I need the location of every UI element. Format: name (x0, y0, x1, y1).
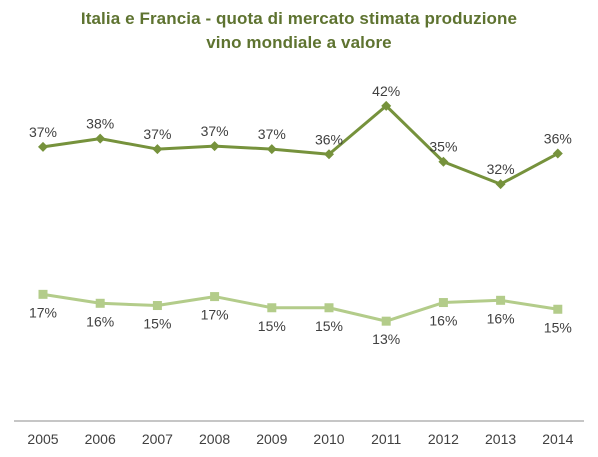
data-point-marker (38, 141, 48, 152)
data-point-marker (381, 100, 392, 111)
data-point-marker (553, 304, 563, 314)
data-point-marker (381, 316, 391, 326)
x-tick-label: 2008 (199, 431, 230, 447)
x-tick-label: 2012 (428, 431, 459, 447)
x-tick-label: 2006 (85, 431, 116, 447)
data-point-marker (495, 179, 506, 190)
data-point-marker (152, 144, 163, 155)
x-tick-label: 2010 (313, 431, 344, 447)
chart-title-line-1: Italia e Francia - quota di mercato stim… (80, 9, 518, 28)
data-label: 17% (201, 307, 229, 323)
data-label: 15% (258, 318, 286, 334)
data-label: 36% (544, 131, 572, 147)
data-label: 42% (372, 83, 400, 99)
data-label: 15% (315, 318, 343, 334)
data-point-marker (95, 133, 106, 144)
data-label: 35% (429, 139, 457, 155)
data-label: 13% (372, 331, 400, 347)
data-label: 37% (201, 123, 229, 139)
chart-title-line-2: vino mondiale a valore (206, 33, 392, 52)
series-line-2 (42, 292, 559, 323)
x-tick-label: 2009 (256, 431, 287, 447)
data-point-marker (38, 289, 48, 299)
data-label: 16% (487, 310, 515, 326)
data-label: 15% (544, 319, 572, 335)
data-point-marker (552, 148, 563, 159)
data-label: 38% (86, 116, 114, 132)
data-label: 17% (29, 304, 57, 320)
data-label: 37% (29, 124, 57, 140)
data-label: 15% (143, 316, 171, 332)
data-point-marker (267, 303, 277, 313)
data-label: 37% (143, 126, 171, 142)
data-point-marker (324, 303, 334, 313)
data-point-marker (95, 298, 105, 308)
data-point-marker (266, 144, 277, 155)
x-tick-label: 2007 (142, 431, 173, 447)
data-point-marker (210, 292, 220, 302)
x-tick-label: 2014 (542, 431, 573, 447)
data-point-marker (324, 149, 334, 160)
series-line-1 (42, 104, 559, 186)
x-tick-label: 2011 (371, 431, 401, 447)
data-point-marker (152, 301, 162, 311)
data-label: 16% (86, 313, 114, 329)
data-point-marker (496, 295, 506, 305)
data-point-marker (209, 141, 220, 152)
data-label: 16% (429, 313, 457, 329)
x-tick-label: 2005 (27, 431, 58, 447)
data-point-marker (438, 298, 448, 308)
x-tick-label: 2013 (485, 431, 516, 447)
data-label: 37% (258, 126, 286, 142)
data-label: 36% (315, 131, 343, 147)
data-point-marker (438, 156, 449, 167)
data-label: 32% (487, 161, 515, 177)
